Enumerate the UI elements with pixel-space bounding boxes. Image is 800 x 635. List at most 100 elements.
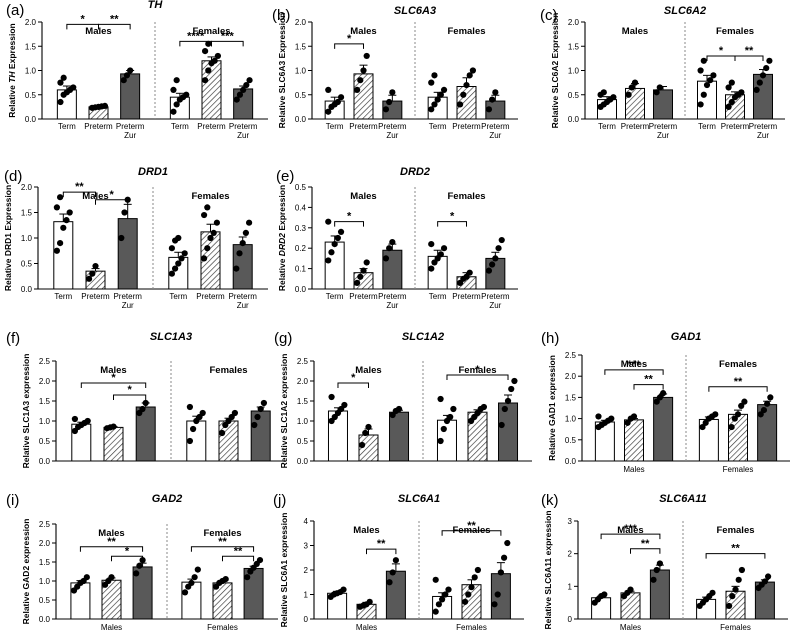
panel-a-females-data-point [211,57,218,64]
panel-k-males: Males*****Males [591,523,670,632]
panel-c-females-data-point [766,57,773,64]
panel-b-males-category-line: Preterm [378,122,407,131]
panel-a-y-tick-label: 0.5 [25,91,37,100]
panel-c-females-data-point [756,79,763,86]
panel-b-males-data-point [363,52,370,60]
panel-d-y-tick-label: 1.0 [21,234,33,243]
panel-b-y-tick-label: 2.0 [295,18,307,27]
panel-c-females-data-point [759,72,767,79]
panel-k-y-tick-label: 3 [568,517,573,526]
panel-j-males-data-point [386,579,393,586]
panel-c-females-bar [753,73,773,120]
panel-i-females-data-point [256,557,264,564]
panel-c-females-data-point [710,72,717,79]
panel-b-males-data-point [354,86,361,93]
panel-b-females-category-line: Term [429,122,447,131]
panel-d-y-tick-label: 0.5 [21,260,33,269]
panel-h-y-label: Relative GAD1 expression [547,355,557,461]
panel-a-females-data-point [214,52,221,60]
panel-j-females-data-point [465,591,472,598]
panel-h-females-data-point [712,411,719,418]
panel-i-y-tick-label: 1.5 [39,558,51,567]
panel-a-females-category-label: Term [171,122,189,131]
panel-b-females-data-point [431,101,438,108]
panel-i-males: Males***Males [70,528,153,632]
panel-f-males-significance-bracket [80,382,147,388]
panel-g-females-data-point [440,425,447,433]
panel-i-females-x-label: Females [207,623,238,632]
panel-a-males-category-line: Zur [124,131,136,140]
panel-f-females-data-point [219,429,226,437]
panel-g-males-bar [389,411,410,462]
panel-f-y-tick-label: 2.0 [39,377,51,386]
panel-j-y-label: Relative SLC6A1 expression [279,513,289,628]
panel-i-males-data-point [133,570,140,577]
panel-h-females-data-point [767,394,774,401]
panel-f-females-data-point [186,403,193,411]
panel-a-y-label-part: Expression [7,23,17,71]
panel-e-males-bar [324,241,345,290]
panel-e-males-category-line: Preterm [378,292,407,301]
panel-i: (i) GAD2 0.0 0.5 1.0 1.5 2.0 2.5 Relative GAD2 e… [6,492,278,632]
panel-e-females-data-point [498,236,505,244]
panel-a: (a) TH 0.0 0.5 1.0 1.5 2.0 Relative TH Expressi… [6,0,268,140]
panel-k-label: (k) [541,492,559,509]
panel-j-males-significance-label: ** [377,538,386,550]
panel-e-y-tick-label: 0.0 [295,285,307,294]
panel-i-females-significance-label: ** [234,545,243,557]
panel-i-males-data-point [108,574,115,581]
panel-h: (h) GAD1 0.0 0.5 1.0 1.5 2.0 2.5 Relative GAD1 e… [541,330,790,474]
panel-j-males-bar [385,570,406,620]
panel-e-males-data-point [328,249,335,256]
panel-d-females-category-line: Preterm [228,292,257,301]
panel-g-females-data-point [437,395,444,403]
panel-c-males-data-point [631,79,639,86]
panel-g-females-data-point [504,397,512,405]
panel-d-males-data-point [60,224,67,231]
panel-d-females-category-line: Preterm [196,292,225,301]
panel-b-males-data-point [360,67,367,74]
panel-e-females-category-label: Preterm [452,292,481,301]
panel-d-females-data-point [204,245,211,252]
panel-h-females-significance-bracket [708,386,768,392]
panel-g-y-tick-label: 1.0 [297,417,309,426]
panel-j-y-tick-label: 2 [304,566,309,575]
panel-a-females-category-label: Preterm [197,122,226,131]
panel-c-females-data-point [738,89,745,96]
panel-h-title: GAD1 [671,331,702,343]
panel-f-males-header: Males [100,365,126,376]
panel-h-y-tick-label: 1.0 [565,415,577,424]
panel-c-y-tick-label: 1.5 [568,42,580,51]
panel-j-males-header: Males [353,525,379,536]
panel-f-males-bar [103,426,124,462]
panel-c-males-data-point [656,84,663,91]
panel-b-males-header: Males [350,26,376,37]
panel-g-title: SLC1A2 [402,331,444,343]
panel-c-y-label-part: Relative SLC6A2 Expression [550,13,560,129]
panel-b-females-data-point [428,79,435,86]
panel-k-females-significance-label: ** [731,543,740,555]
panel-e-males-data-point [334,234,341,242]
panel-k-females-data-point [761,578,769,585]
panel-g: (g) SLC1A2 0.0 0.5 1.0 1.5 2.0 2.5 Relative SLC1… [274,330,532,468]
panel-f-females-bar [250,410,271,462]
panel-b-males-significance-label: * [347,33,352,45]
panel-g-y-tick-label: 1.5 [297,397,309,406]
panel-e-females-data-point [495,245,502,252]
panel-e-males-data-point [331,241,338,248]
panel-e-y-tick-label: 0.1 [295,265,307,274]
panel-j-females-data-point [439,596,446,603]
panel-c-males-data-point [600,89,607,96]
panel-c-females-category-line: Term [698,122,716,131]
panel-j-females: Females**Females [432,520,511,632]
panel-g-females-data-point [498,421,505,429]
panel-b-females-data-point [492,89,499,96]
panel-g-females-data-point [508,385,515,393]
panel-j-title: SLC6A1 [398,493,440,505]
panel-d-females-category-label: Preterm Zur [228,292,257,310]
panel-f-males-significance-bracket [113,394,147,400]
panel-f-females-data-point [186,437,193,445]
panel-h-males-data-point [660,390,667,397]
panel-d-females-data-point [207,234,214,242]
